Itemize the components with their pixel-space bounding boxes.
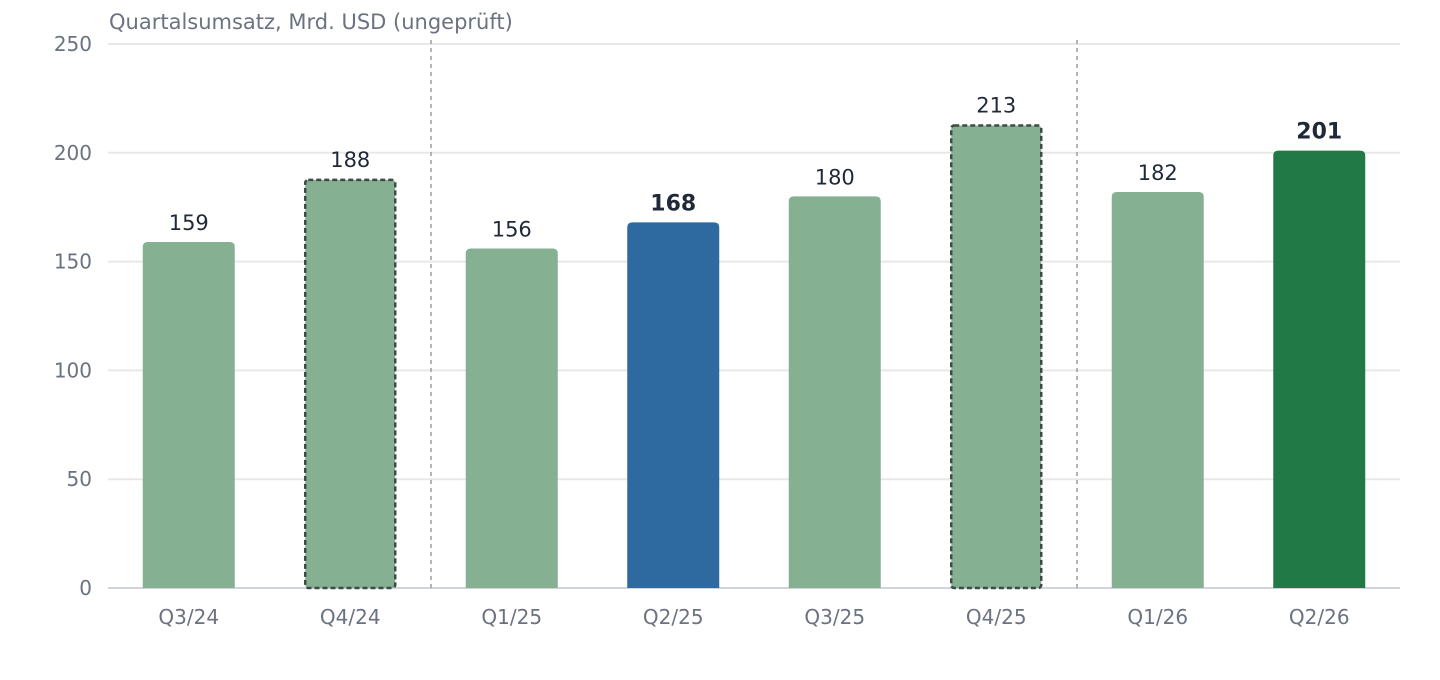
bar-Q1/25 [465, 248, 558, 588]
x-tick-label-Q4/24: Q4/24 [320, 605, 381, 629]
data-label-Q4/25: 213 [976, 94, 1016, 118]
y-tick-label: 150 [54, 250, 92, 274]
x-tick-label-Q1/26: Q1/26 [1127, 605, 1188, 629]
bar-Q4/25 [950, 124, 1043, 590]
x-tick-label-Q1/25: Q1/25 [481, 605, 542, 629]
x-tick-label-Q3/25: Q3/25 [804, 605, 865, 629]
x-tick-label-Q2/25: Q2/25 [643, 605, 704, 629]
y-tick-label: 50 [67, 467, 92, 491]
y-tick-label: 250 [54, 32, 92, 56]
bar-Q3/25 [788, 196, 881, 588]
x-tick-label-Q3/24: Q3/24 [158, 605, 219, 629]
data-label-Q4/24: 188 [330, 148, 370, 172]
bar-Q2/25 [627, 222, 720, 588]
bar-Q1/26 [1111, 191, 1204, 588]
data-label-Q3/24: 159 [169, 211, 209, 235]
y-tick-label: 100 [54, 358, 92, 382]
x-tick-label-Q2/26: Q2/26 [1289, 605, 1350, 629]
y-axis-label: Quartalsumsatz, Mrd. USD (ungeprüft) [109, 10, 513, 34]
bar-Q4/24 [304, 178, 397, 590]
y-tick-label: 200 [54, 141, 92, 165]
bar-Q2/26 [1273, 150, 1366, 588]
data-label-Q1/25: 156 [492, 218, 532, 242]
data-label-Q2/25: 168 [650, 191, 696, 216]
data-label-Q3/25: 180 [815, 165, 855, 189]
x-tick-label-Q4/25: Q4/25 [966, 605, 1027, 629]
data-label-Q1/26: 182 [1138, 161, 1178, 185]
data-label-Q2/26: 201 [1296, 120, 1342, 145]
bar-Q3/24 [142, 242, 235, 589]
y-tick-label: 0 [79, 576, 92, 600]
